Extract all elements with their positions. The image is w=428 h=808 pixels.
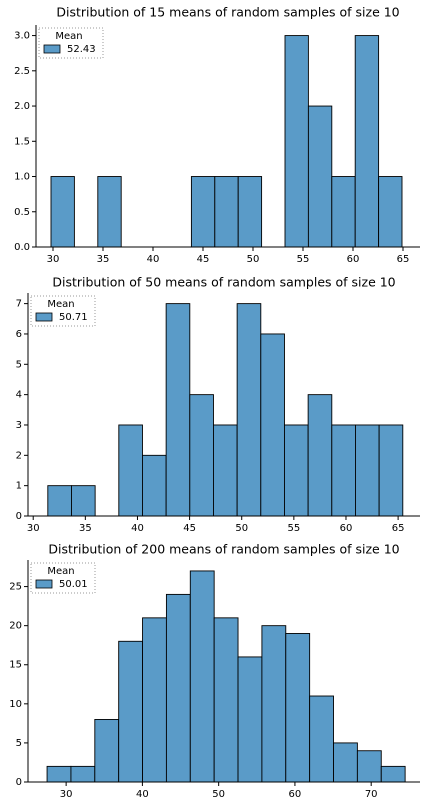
bar bbox=[261, 625, 287, 783]
bar bbox=[47, 485, 72, 517]
x-tick-label: 50 bbox=[212, 789, 225, 800]
y-tick-label: 6 bbox=[16, 329, 22, 340]
bar bbox=[190, 176, 216, 248]
chart-title: Distribution of 15 means of random sampl… bbox=[56, 5, 399, 20]
bar bbox=[94, 719, 120, 783]
bar bbox=[284, 424, 309, 517]
x-tick-label: 55 bbox=[287, 523, 300, 534]
bar bbox=[237, 656, 263, 783]
bar bbox=[189, 394, 214, 517]
x-tick-label: 65 bbox=[392, 523, 405, 534]
y-tick-label: 1 bbox=[16, 481, 22, 492]
x-tick-label: 60 bbox=[347, 254, 360, 265]
bar bbox=[97, 176, 122, 248]
x-tick-label: 50 bbox=[247, 254, 260, 265]
bar bbox=[333, 742, 358, 783]
y-tick-label: 1.5 bbox=[14, 136, 30, 147]
y-tick-label: 7 bbox=[16, 299, 22, 310]
y-tick-label: 25 bbox=[9, 582, 22, 593]
y-tick-label: 0.5 bbox=[14, 207, 30, 218]
bar bbox=[71, 485, 96, 517]
bar bbox=[284, 35, 309, 248]
y-tick-label: 1.0 bbox=[14, 172, 30, 183]
bar bbox=[165, 593, 191, 783]
bar bbox=[118, 640, 143, 783]
y-tick-label: 5 bbox=[16, 359, 22, 370]
y-tick-label: 2 bbox=[16, 450, 22, 461]
legend-title: Mean bbox=[47, 566, 74, 577]
x-tick-label: 30 bbox=[27, 523, 40, 534]
y-tick-label: 2.5 bbox=[14, 66, 30, 77]
bar bbox=[70, 765, 96, 783]
bar bbox=[237, 176, 263, 248]
legend-label: 50.71 bbox=[59, 312, 88, 323]
bar bbox=[309, 695, 334, 783]
legend-label: 52.43 bbox=[67, 44, 96, 55]
bar bbox=[260, 333, 285, 517]
chart-title: Distribution of 200 means of random samp… bbox=[48, 542, 399, 557]
y-tick-label: 3 bbox=[16, 420, 22, 431]
bar bbox=[380, 765, 406, 783]
x-tick-label: 40 bbox=[136, 789, 149, 800]
legend-swatch bbox=[43, 44, 61, 54]
chart-title: Distribution of 50 means of random sampl… bbox=[52, 275, 395, 290]
y-tick-label: 3.0 bbox=[14, 31, 30, 42]
x-tick-label: 65 bbox=[397, 254, 410, 265]
y-tick-label: 0 bbox=[16, 777, 22, 788]
y-tick-label: 2.0 bbox=[14, 101, 30, 112]
bar bbox=[46, 765, 72, 783]
x-tick-label: 55 bbox=[297, 254, 310, 265]
legend-label: 50.01 bbox=[59, 579, 88, 590]
bar bbox=[356, 750, 382, 783]
legend-title: Mean bbox=[55, 31, 82, 42]
bar bbox=[355, 424, 380, 517]
bar bbox=[213, 424, 238, 517]
y-tick-label: 15 bbox=[9, 660, 22, 671]
bar bbox=[142, 454, 167, 517]
y-tick-label: 5 bbox=[16, 738, 22, 749]
x-tick-label: 70 bbox=[365, 789, 378, 800]
x-tick-label: 40 bbox=[147, 254, 160, 265]
y-tick-label: 10 bbox=[9, 699, 22, 710]
bar bbox=[189, 570, 215, 783]
x-tick-label: 30 bbox=[60, 789, 73, 800]
y-tick-label: 0.0 bbox=[14, 242, 30, 253]
y-tick-label: 20 bbox=[9, 621, 22, 632]
legend-title: Mean bbox=[47, 299, 74, 310]
y-tick-label: 0 bbox=[16, 511, 22, 522]
bar bbox=[307, 105, 333, 248]
bar bbox=[354, 35, 380, 248]
bar bbox=[118, 424, 143, 517]
x-tick-label: 40 bbox=[131, 523, 144, 534]
x-tick-label: 45 bbox=[183, 523, 196, 534]
bar bbox=[285, 633, 311, 783]
bar bbox=[214, 176, 239, 248]
x-tick-label: 35 bbox=[97, 254, 110, 265]
x-tick-label: 45 bbox=[197, 254, 210, 265]
legend-swatch bbox=[35, 579, 53, 589]
bar bbox=[331, 176, 356, 248]
x-tick-label: 60 bbox=[340, 523, 353, 534]
y-tick-label: 4 bbox=[16, 390, 22, 401]
legend-swatch bbox=[35, 312, 53, 322]
x-tick-label: 50 bbox=[235, 523, 248, 534]
bar bbox=[331, 424, 356, 517]
bar bbox=[142, 617, 167, 783]
x-tick-label: 30 bbox=[47, 254, 60, 265]
bar bbox=[165, 303, 191, 517]
bar bbox=[307, 394, 333, 517]
bar bbox=[236, 303, 262, 517]
x-tick-label: 60 bbox=[289, 789, 302, 800]
bar bbox=[213, 617, 239, 783]
bar bbox=[378, 176, 403, 248]
bar bbox=[378, 424, 404, 517]
x-tick-label: 35 bbox=[79, 523, 92, 534]
bar bbox=[50, 176, 75, 248]
